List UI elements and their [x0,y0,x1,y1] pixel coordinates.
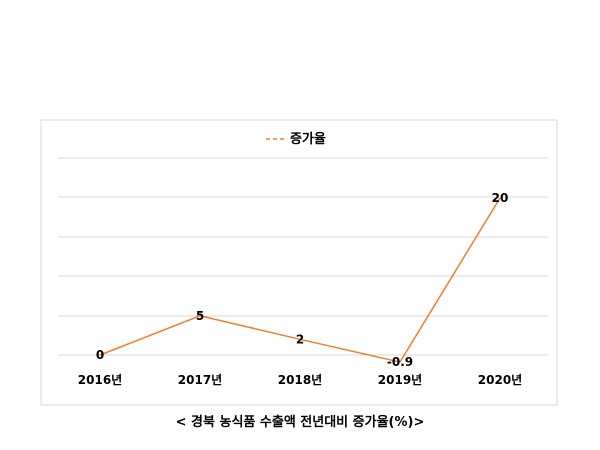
data-label: 0 [96,348,104,362]
data-labels: 0 5 2 -0.9 20 [96,191,509,369]
legend: 증가율 [266,131,326,147]
gridlines [58,157,548,356]
data-label: 2 [296,332,304,346]
data-label: -0.9 [387,355,413,369]
x-tick-label: 2018년 [278,373,322,387]
chart-frame [40,119,558,406]
x-tick-label: 2019년 [378,373,422,387]
data-label: 20 [492,191,509,205]
x-tick-label: 2016년 [78,373,122,387]
x-tick-label: 2017년 [178,373,222,387]
data-label: 5 [196,309,204,323]
series-line [99,197,501,363]
x-axis-tick-labels: 2016년 2017년 2018년 2019년 2020년 [78,373,522,387]
legend-label: 증가율 [290,131,326,147]
series-line-group [99,197,501,363]
x-tick-label: 2020년 [478,373,522,387]
chart-caption: < 경북 농식품 수출액 전년대비 증가율(%)> [176,414,425,430]
